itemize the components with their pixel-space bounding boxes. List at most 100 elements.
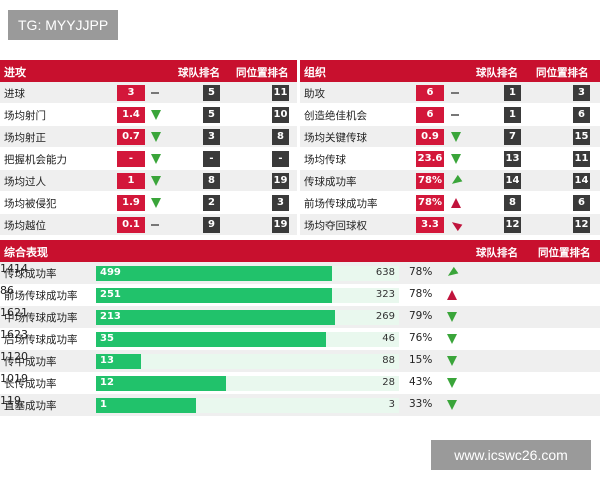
attack-row-pos-rank: - xyxy=(272,151,289,167)
organize-row-label: 场均传球 xyxy=(304,154,346,166)
organize-row: 场均夺回球权 3.3 12 12 xyxy=(300,214,600,236)
organize-row: 创造绝佳机会 6 1 6 xyxy=(300,104,600,126)
summary-bar-fill: 35 xyxy=(96,332,326,347)
trend-down-icon xyxy=(447,378,457,388)
attack-row-team-rank: 3 xyxy=(203,129,220,145)
summary-bar-made: 35 xyxy=(100,333,114,344)
summary-row: 长传成功率 12 28 43% 1019 xyxy=(0,372,600,394)
summary-bar-fill: 213 xyxy=(96,310,335,325)
attack-row: 场均过人 1 8 19 xyxy=(0,170,297,192)
summary-row: 直塞成功率 1 3 33% 119 xyxy=(0,394,600,416)
organize-row-team-rank: 1 xyxy=(504,85,521,101)
organize-row-team-rank: 7 xyxy=(504,129,521,145)
summary-col-team-rank: 球队排名 xyxy=(476,247,518,259)
attack-row-label: 场均越位 xyxy=(4,220,46,232)
organize-row-label: 场均关键传球 xyxy=(304,132,367,144)
summary-row-pos-rank: 9 xyxy=(14,394,21,407)
summary-panel: 综合表现 球队排名 同位置排名 传球成功率 499 638 78% 1414 前场传球成功… xyxy=(0,240,600,416)
summary-bar-total: 269 xyxy=(375,311,395,322)
attack-row-value: 0.7 xyxy=(117,129,145,145)
attack-row-pos-rank: 8 xyxy=(272,129,289,145)
attack-row: 场均被侵犯 1.9 2 3 xyxy=(0,192,297,214)
summary-row-label: 直塞成功率 xyxy=(4,400,57,412)
organize-row-pos-rank: 3 xyxy=(573,85,590,101)
organize-row-pos-rank: 6 xyxy=(573,195,590,211)
summary-row-pos-rank: 14 xyxy=(14,262,28,275)
attack-col-team-rank: 球队排名 xyxy=(178,67,220,79)
organize-row-value: 0.9 xyxy=(416,129,444,145)
summary-row-pct: 43% xyxy=(409,376,433,388)
summary-row-pct: 78% xyxy=(409,266,433,278)
summary-bar-fill: 13 xyxy=(96,354,141,369)
summary-title: 综合表现 xyxy=(4,246,48,259)
organize-panel: 组织 球队排名 同位置排名 助攻 6 1 3 创造绝佳机会 6 1 6 场均关键传球 0.9 7 15… xyxy=(300,60,600,236)
trend-down-icon xyxy=(151,176,161,186)
attack-row-label: 场均射门 xyxy=(4,110,46,122)
summary-bar-track: 213 269 xyxy=(96,310,399,325)
summary-row-pos-rank: 23 xyxy=(14,328,28,341)
attack-row-pos-rank: 19 xyxy=(272,173,289,189)
summary-row-team-rank: 14 xyxy=(0,262,14,275)
trend-down-icon xyxy=(447,400,457,410)
trend-down-icon xyxy=(447,356,457,366)
organize-row-value: 78% xyxy=(416,173,444,189)
attack-row-value: 1 xyxy=(117,173,145,189)
organize-rows: 助攻 6 1 3 创造绝佳机会 6 1 6 场均关键传球 0.9 7 15 场均传球 23.6 13 11 传球… xyxy=(300,82,600,236)
organize-row-pos-rank: 14 xyxy=(573,173,590,189)
summary-row-label: 中场传球成功率 xyxy=(4,312,78,324)
summary-bar-track: 12 28 xyxy=(96,376,399,391)
organize-row-team-rank: 8 xyxy=(504,195,521,211)
trend-flat-icon xyxy=(151,220,161,230)
summary-bar-fill: 12 xyxy=(96,376,226,391)
summary-row-pct: 15% xyxy=(409,354,433,366)
organize-row-label: 传球成功率 xyxy=(304,176,357,188)
summary-bar-made: 499 xyxy=(100,267,121,278)
attack-row: 场均越位 0.1 9 19 xyxy=(0,214,297,236)
trend-flat-icon xyxy=(151,88,161,98)
summary-bar-track: 499 638 xyxy=(96,266,399,281)
summary-row-label: 后场传球成功率 xyxy=(4,334,78,346)
organize-header: 组织 球队排名 同位置排名 xyxy=(300,60,600,82)
organize-row-label: 前场传球成功率 xyxy=(304,198,378,210)
summary-bar-track: 35 46 xyxy=(96,332,399,347)
summary-row-pct: 78% xyxy=(409,288,433,300)
attack-row-team-rank: 5 xyxy=(203,85,220,101)
organize-col-team-rank: 球队排名 xyxy=(476,67,518,79)
attack-row-team-rank: 8 xyxy=(203,173,220,189)
summary-bar-total: 3 xyxy=(388,399,395,410)
organize-row: 传球成功率 78% 14 14 xyxy=(300,170,600,192)
attack-row: 场均射门 1.4 5 10 xyxy=(0,104,297,126)
summary-row-pos-rank: 21 xyxy=(14,306,28,319)
attack-header: 进攻 球队排名 同位置排名 xyxy=(0,60,297,82)
trend-diag-red-icon xyxy=(451,220,461,230)
organize-row: 助攻 6 1 3 xyxy=(300,82,600,104)
summary-bar-total: 88 xyxy=(382,355,395,366)
summary-row-team-rank: 11 xyxy=(0,350,14,363)
attack-row-value: - xyxy=(117,151,145,167)
attack-row-team-rank: 2 xyxy=(203,195,220,211)
trend-down-icon xyxy=(447,312,457,322)
attack-row-label: 场均过人 xyxy=(4,176,46,188)
attack-row-pos-rank: 19 xyxy=(272,217,289,233)
summary-row-label: 长传成功率 xyxy=(4,378,57,390)
trend-down-icon xyxy=(447,334,457,344)
trend-down-icon xyxy=(151,132,161,142)
attack-row-label: 进球 xyxy=(4,88,25,100)
summary-row-pct: 79% xyxy=(409,310,433,322)
summary-row: 后场传球成功率 35 46 76% 1623 xyxy=(0,328,600,350)
watermark-bottom: www.icswc26.com xyxy=(431,440,591,470)
attack-row-label: 场均被侵犯 xyxy=(4,198,57,210)
summary-rows: 传球成功率 499 638 78% 1414 前场传球成功率 251 323 78% 86 中场传球… xyxy=(0,262,600,416)
summary-row: 中场传球成功率 213 269 79% 1621 xyxy=(0,306,600,328)
organize-row-value: 23.6 xyxy=(416,151,444,167)
summary-header: 综合表现 球队排名 同位置排名 xyxy=(0,240,600,262)
attack-row-label: 把握机会能力 xyxy=(4,154,67,166)
summary-row-pos-rank: 19 xyxy=(14,372,28,385)
attack-title: 进攻 xyxy=(4,66,26,79)
summary-bar-track: 13 88 xyxy=(96,354,399,369)
attack-row-pos-rank: 11 xyxy=(272,85,289,101)
attack-row: 把握机会能力 - - - xyxy=(0,148,297,170)
summary-row-label: 传中成功率 xyxy=(4,356,57,368)
summary-bar-fill: 1 xyxy=(96,398,196,413)
